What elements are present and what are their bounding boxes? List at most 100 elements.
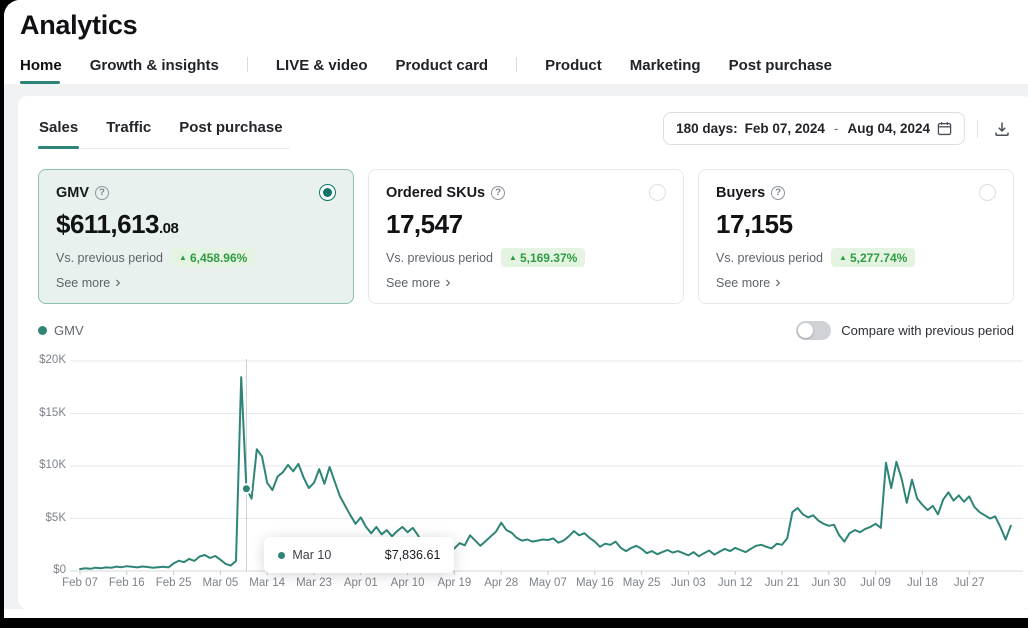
vs-previous-label: Vs. previous period [716, 250, 824, 265]
vs-previous-label: Vs. previous period [386, 250, 494, 265]
toggle-knob [798, 323, 814, 338]
download-icon [995, 122, 1009, 136]
metric-title: Ordered SKUs [386, 184, 486, 201]
page-header: Analytics [4, 0, 1028, 41]
gmv-line-chart[interactable]: Mar 10 $7,836.61 $0 $5K $10K $15K $20K Feb 07… [38, 353, 1023, 593]
x-axis-label: Feb 16 [108, 577, 145, 589]
x-axis-label: Jul 27 [953, 577, 985, 589]
x-axis-label: Feb 25 [155, 577, 192, 589]
x-axis-label: May 16 [575, 577, 614, 589]
controls-divider [977, 119, 978, 138]
up-arrow-icon: ▲ [179, 252, 187, 262]
legend-row: GMV Compare with previous period [38, 321, 1014, 340]
chevron-right-icon: › [775, 273, 781, 291]
see-more-link[interactable]: See more › [386, 273, 451, 291]
download-button[interactable] [990, 117, 1014, 141]
nav-divider [516, 57, 518, 72]
y-axis-label: $10K [39, 459, 66, 471]
panel-controls: 180 days: Feb 07, 2024 - Aug 04, 2024 [663, 112, 1014, 145]
radio-button[interactable] [979, 184, 996, 201]
help-icon[interactable]: ? [491, 185, 506, 200]
date-range-separator: - [833, 121, 839, 136]
radio-button[interactable] [649, 184, 666, 201]
metric-card-gmv[interactable]: GMV ? $611,613.08 Vs. previous period ▲ 6… [38, 169, 354, 304]
nav-tab-product-card[interactable]: Product card [395, 57, 489, 74]
date-range-start: Feb 07, 2024 [744, 121, 825, 136]
x-axis-label: Apr 01 [343, 577, 378, 589]
chevron-right-icon: › [115, 273, 121, 291]
x-axis-label: May 25 [622, 577, 661, 589]
x-axis-label: Jun 12 [717, 577, 753, 589]
radio-button[interactable] [319, 184, 336, 201]
compare-toggle[interactable] [796, 321, 832, 340]
x-axis-label: Jun 21 [764, 577, 800, 589]
panel-tabs: Sales Traffic Post purchase [38, 115, 290, 149]
sales-panel: Sales Traffic Post purchase 180 days: Feb … [18, 96, 1028, 609]
metric-value: $611,613.08 [56, 209, 179, 239]
nav-tab-home[interactable]: Home [20, 57, 62, 84]
gmv-line-series [79, 376, 1012, 571]
tooltip-date: Mar 10 [292, 548, 332, 562]
change-badge: ▲ 5,277.74% [831, 248, 916, 267]
compare-toggle-label: Compare with previous period [841, 323, 1014, 338]
date-range-picker[interactable]: 180 days: Feb 07, 2024 - Aug 04, 2024 [663, 112, 965, 145]
nav-divider [246, 57, 248, 72]
nav-tab-product[interactable]: Product [545, 57, 602, 74]
metric-cards-row: GMV ? $611,613.08 Vs. previous period ▲ 6… [38, 169, 1014, 304]
main-nav: Home Growth & insights LIVE & video Product… [4, 41, 1028, 84]
x-axis-label: Apr 19 [437, 577, 472, 589]
x-axis-label: Mar 05 [202, 577, 239, 589]
x-axis-label: Apr 10 [390, 577, 425, 589]
tab-traffic[interactable]: Traffic [106, 118, 152, 136]
x-axis-label: Apr 28 [484, 577, 519, 589]
date-range-prefix: 180 days: [676, 121, 738, 136]
up-arrow-icon: ▲ [509, 252, 517, 262]
x-axis-label: Jun 30 [811, 577, 847, 589]
x-axis-label: Mar 14 [249, 577, 286, 589]
y-axis-label: $0 [53, 564, 66, 576]
page-title: Analytics [20, 10, 138, 40]
tooltip-value: $7,836.61 [384, 548, 441, 562]
see-more-link[interactable]: See more › [716, 273, 781, 291]
metric-card-ordered-skus[interactable]: Ordered SKUs ? 17,547 Vs. previous perio… [368, 169, 684, 304]
x-axis-label: Feb 07 [62, 577, 98, 589]
legend-label: GMV [54, 323, 84, 338]
y-axis-label: $15K [39, 406, 66, 419]
y-axis-label: $5K [45, 511, 66, 524]
see-more-link[interactable]: See more › [56, 273, 121, 291]
tab-post-purchase[interactable]: Post purchase [179, 118, 283, 136]
metric-value: 17,155 [716, 209, 793, 239]
nav-tab-marketing[interactable]: Marketing [629, 57, 701, 74]
chart-canvas [70, 359, 1023, 575]
help-icon[interactable]: ? [95, 185, 110, 200]
y-axis-label: $20K [39, 354, 66, 366]
change-badge: ▲ 6,458.96% [171, 248, 256, 267]
chevron-right-icon: › [445, 273, 451, 291]
legend-dot-icon [38, 326, 47, 335]
vs-previous-label: Vs. previous period [56, 250, 164, 265]
help-icon[interactable]: ? [771, 185, 786, 200]
x-axis-label: May 07 [529, 577, 567, 589]
panel-top-bar: Sales Traffic Post purchase 180 days: Feb … [38, 112, 1014, 151]
date-range-end: Aug 04, 2024 [847, 121, 930, 136]
metric-value: 17,547 [386, 209, 463, 239]
nav-tab-post-purchase[interactable]: Post purchase [728, 57, 832, 74]
x-axis-label: Jul 09 [860, 577, 891, 589]
x-axis-label: Jun 03 [671, 577, 706, 589]
tooltip-series-dot-icon [278, 551, 286, 559]
metric-card-buyers[interactable]: Buyers ? 17,155 Vs. previous period ▲ 5,2… [698, 169, 1014, 304]
metric-value-decimal: .08 [159, 220, 179, 237]
up-arrow-icon: ▲ [839, 252, 847, 262]
app-window: Analytics Home Growth & insights LIVE & vi… [4, 0, 1028, 618]
series-legend: GMV [38, 323, 84, 338]
chart-tooltip: Mar 10 $7,836.61 [264, 537, 455, 573]
nav-tab-live-video[interactable]: LIVE & video [275, 57, 368, 74]
hover-data-point [240, 483, 252, 495]
calendar-icon [937, 121, 952, 136]
metric-title: Buyers [716, 184, 766, 201]
x-axis-label: Mar 23 [296, 577, 332, 589]
nav-tab-growth-insights[interactable]: Growth & insights [89, 57, 219, 74]
change-badge: ▲ 5,169.37% [501, 248, 586, 267]
content-area: Sales Traffic Post purchase 180 days: Feb … [4, 84, 1028, 609]
tab-sales[interactable]: Sales [38, 115, 80, 149]
